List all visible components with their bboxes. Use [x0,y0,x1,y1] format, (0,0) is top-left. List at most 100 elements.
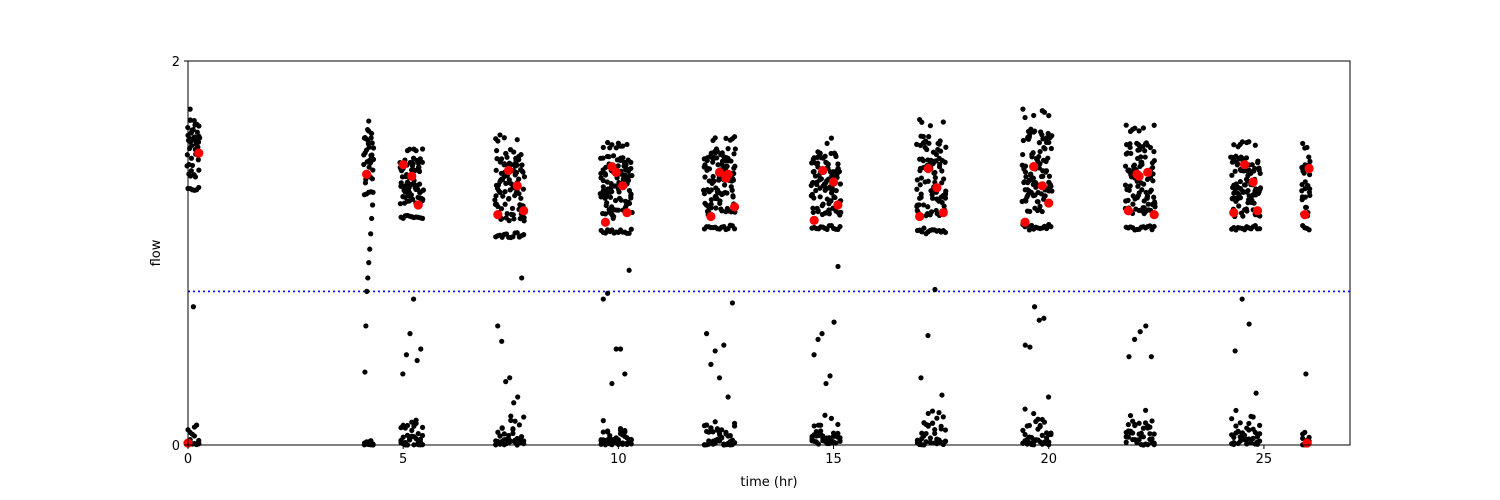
data-point [1040,196,1047,202]
x-tick-label: 0 [184,452,192,467]
highlight-point [938,208,948,218]
data-point [941,176,947,182]
data-point [1031,129,1037,135]
data-point [1303,204,1310,211]
data-point [518,151,524,158]
data-point [1029,154,1035,160]
data-point [513,169,520,176]
data-point [613,145,619,151]
data-point [404,422,411,429]
data-point [1036,140,1042,146]
data-point [600,429,606,435]
highlight-point [398,160,408,170]
data-point [1020,137,1026,144]
data-point [610,153,617,159]
data-point [933,151,940,158]
data-point [514,162,520,168]
data-point [521,414,527,420]
highlight-point [1300,210,1310,220]
data-point [714,426,720,432]
data-point [1023,174,1029,180]
data-point [605,139,611,146]
data-point [1306,227,1312,233]
highlight-point [1029,162,1039,172]
data-point [934,415,940,421]
data-point [626,267,632,273]
data-point [811,195,817,201]
data-point [413,417,419,423]
highlight-point [1302,438,1312,448]
data-point [708,197,714,203]
x-ticks: 0 5 10 15 20 25 [184,445,1272,467]
y-ticks: 02 [172,55,188,454]
highlight-point [1044,198,1054,208]
data-point [925,332,931,339]
data-point [1229,416,1235,422]
data-point [1252,142,1258,148]
data-point [602,211,608,217]
data-point [615,207,622,213]
data-point [914,177,920,183]
highlight-point [362,169,372,179]
data-point [708,187,714,193]
data-point [1135,142,1142,148]
data-point [605,428,611,434]
data-point [369,176,375,182]
data-point [368,152,374,159]
data-point [709,180,715,186]
data-point [607,194,614,200]
data-point [1257,422,1263,429]
data-point [731,226,738,232]
highlight-point [611,167,621,177]
data-point [187,117,194,123]
black-points [184,106,1313,448]
data-point [508,417,514,423]
data-point [713,205,719,211]
data-point [1048,431,1054,438]
data-point [369,215,375,222]
data-point [1046,173,1053,179]
data-point [507,375,513,381]
data-point [418,346,424,352]
data-point [616,195,623,201]
data-point [1304,144,1310,151]
data-point [1149,436,1155,442]
x-tick-label: 20 [1040,452,1057,467]
data-point [1123,439,1129,445]
data-point [1303,371,1309,377]
data-point [1239,296,1245,302]
data-point [1150,164,1156,171]
data-point [1132,421,1138,428]
data-point [415,160,421,166]
data-point [703,422,710,428]
data-point [1150,178,1156,184]
data-point [725,146,731,152]
data-point [925,178,931,184]
data-point [1234,190,1241,196]
data-point [598,194,604,200]
data-point [820,201,826,207]
highlight-point [729,202,740,212]
data-point [624,141,630,148]
data-point [730,177,737,183]
data-point [1045,394,1052,400]
data-point [628,193,634,199]
data-point [721,182,728,188]
data-point [600,184,606,190]
data-point [518,195,524,201]
data-point [932,430,938,437]
data-point [1138,154,1144,160]
data-point [1037,161,1043,167]
data-point [1238,210,1245,216]
data-point [1035,416,1041,422]
data-point [416,164,422,170]
data-point [1151,223,1157,230]
data-point [1241,182,1248,188]
data-point [712,419,718,425]
y-axis-label: flow [149,239,164,266]
data-point [521,215,527,221]
data-point [732,146,738,152]
highlight-point [194,148,204,158]
